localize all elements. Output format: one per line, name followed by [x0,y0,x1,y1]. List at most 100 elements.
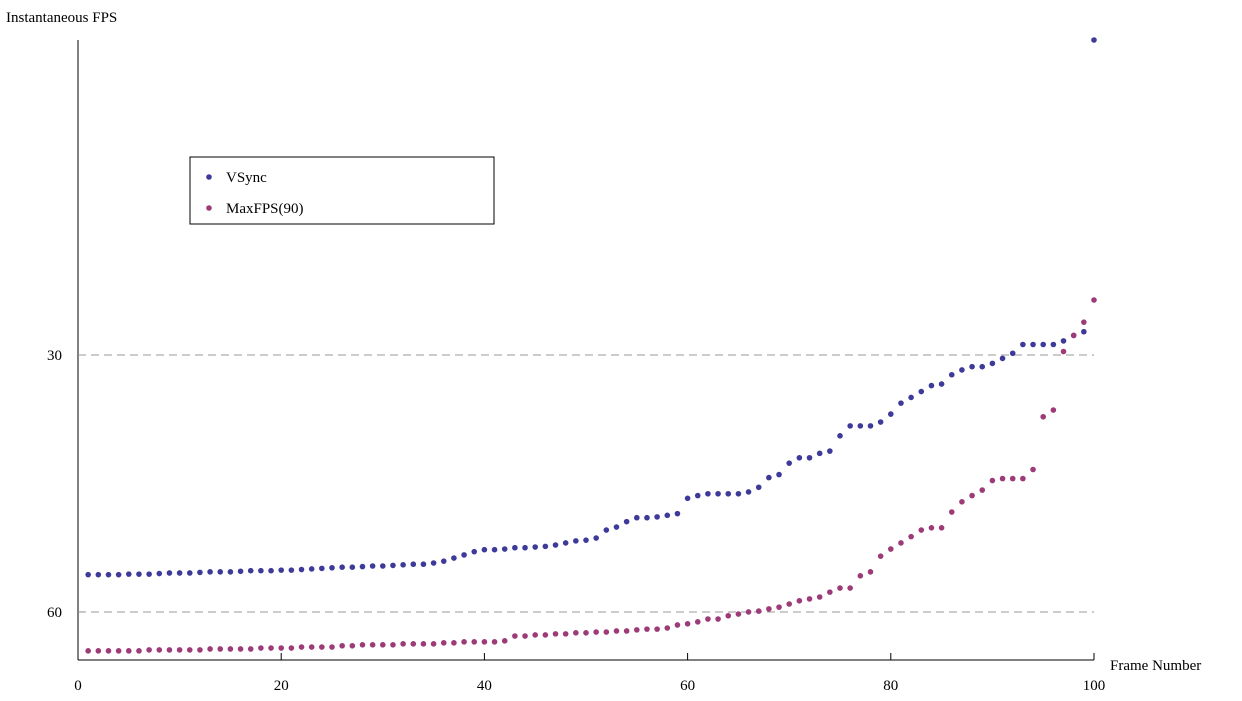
point [634,627,640,633]
point [644,626,650,632]
legend-marker [206,205,212,211]
point [542,632,549,638]
point [674,510,681,517]
point [1081,328,1087,335]
point [877,553,884,559]
point [928,525,935,531]
y-axis-label: Instantaneous FPS [6,10,117,26]
x-tick-label: 60 [680,678,695,694]
point [451,640,457,646]
point [888,546,894,552]
point [380,563,386,569]
point [268,645,274,651]
point [786,601,792,607]
point [390,562,396,569]
point [948,509,955,515]
point [959,499,965,505]
point [146,571,152,577]
point [1091,297,1097,303]
point [613,524,620,530]
point [440,640,447,646]
point [481,639,488,645]
point [430,641,437,647]
point [908,394,914,401]
point [542,543,549,550]
point [319,565,325,572]
point [776,471,782,478]
point [1050,341,1057,348]
point [562,540,569,546]
point [898,540,904,546]
point [857,423,864,429]
point [979,363,986,370]
point [410,561,417,568]
point [694,619,701,625]
x-tick-label: 80 [883,678,898,694]
x-tick-label: 20 [274,678,289,694]
point [501,546,508,552]
x-tick-label: 0 [74,678,82,694]
point [339,564,345,570]
point [512,544,518,551]
point [1009,475,1016,482]
point [664,512,671,519]
point [390,642,396,648]
point [126,571,132,577]
point [1060,348,1067,355]
point [634,514,640,521]
point [491,546,498,553]
legend-label: VSync [226,170,267,186]
point [237,646,244,652]
point [786,460,792,466]
point [1050,407,1057,413]
point [999,475,1006,482]
point [369,642,376,648]
point [948,371,955,378]
point [867,423,874,429]
point [217,569,224,575]
point [207,569,213,575]
point [989,477,996,484]
point [603,629,610,635]
y-tick-label: 60 [47,605,62,621]
point [623,628,630,634]
point [146,647,152,653]
point [674,622,681,628]
point [847,423,853,429]
point [1030,341,1036,348]
point [136,648,142,654]
point [583,630,589,636]
point [329,644,335,650]
point [380,642,386,648]
point [105,648,112,654]
point [776,604,782,610]
point [359,563,366,570]
point [583,537,589,543]
point [471,639,478,645]
point [623,518,630,525]
point [278,567,285,573]
point [420,561,427,568]
point [918,388,925,395]
point [766,474,772,481]
point [857,572,864,579]
point [115,648,122,654]
point [410,641,417,647]
point [867,569,874,575]
point [258,567,264,574]
point [816,594,823,600]
point [959,367,965,373]
point [197,647,203,653]
point [1040,341,1046,348]
x-tick-label: 40 [477,678,492,694]
point [298,644,305,650]
point [400,562,406,568]
point [918,527,925,533]
point [288,645,295,651]
point [471,548,478,555]
point [227,569,234,575]
point [755,484,762,491]
y-tick-label: 30 [47,348,62,364]
point [359,642,366,648]
